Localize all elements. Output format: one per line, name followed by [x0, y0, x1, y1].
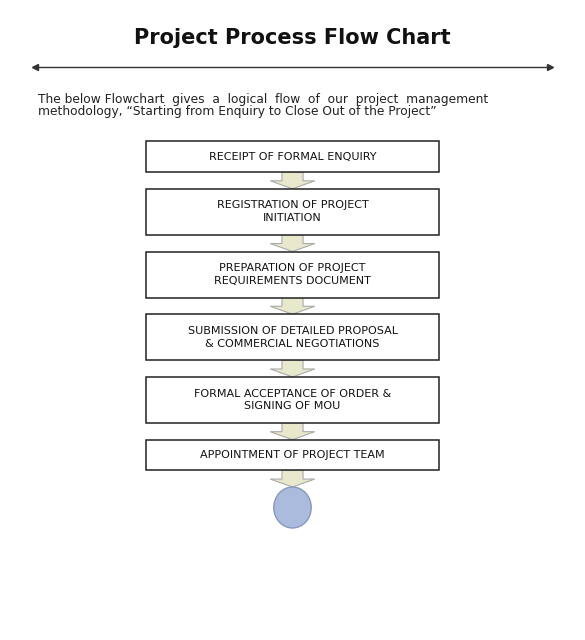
FancyBboxPatch shape	[146, 252, 439, 298]
Text: The below Flowchart  gives  a  logical  flow  of  our  project  management: The below Flowchart gives a logical flow…	[38, 93, 488, 106]
Polygon shape	[270, 423, 315, 440]
FancyBboxPatch shape	[146, 141, 439, 172]
Polygon shape	[270, 360, 315, 377]
Circle shape	[274, 487, 311, 528]
Polygon shape	[270, 172, 315, 189]
Text: PREPARATION OF PROJECT
REQUIREMENTS DOCUMENT: PREPARATION OF PROJECT REQUIREMENTS DOCU…	[214, 263, 371, 286]
Text: RECEIPT OF FORMAL ENQUIRY: RECEIPT OF FORMAL ENQUIRY	[209, 152, 376, 162]
Text: methodology, “Starting from Enquiry to Close Out of the Project”: methodology, “Starting from Enquiry to C…	[38, 106, 436, 118]
Polygon shape	[270, 235, 315, 252]
FancyBboxPatch shape	[146, 377, 439, 423]
Polygon shape	[270, 298, 315, 314]
FancyBboxPatch shape	[146, 314, 439, 360]
Polygon shape	[270, 470, 315, 487]
Text: REGISTRATION OF PROJECT
INITIATION: REGISTRATION OF PROJECT INITIATION	[216, 200, 369, 223]
Text: APPOINTMENT OF PROJECT TEAM: APPOINTMENT OF PROJECT TEAM	[200, 450, 385, 460]
FancyBboxPatch shape	[146, 440, 439, 470]
Text: Project Process Flow Chart: Project Process Flow Chart	[134, 28, 451, 49]
Text: FORMAL ACCEPTANCE OF ORDER &
SIGNING OF MOU: FORMAL ACCEPTANCE OF ORDER & SIGNING OF …	[194, 388, 391, 412]
FancyBboxPatch shape	[146, 189, 439, 235]
Text: SUBMISSION OF DETAILED PROPOSAL
& COMMERCIAL NEGOTIATIONS: SUBMISSION OF DETAILED PROPOSAL & COMMER…	[188, 326, 397, 349]
